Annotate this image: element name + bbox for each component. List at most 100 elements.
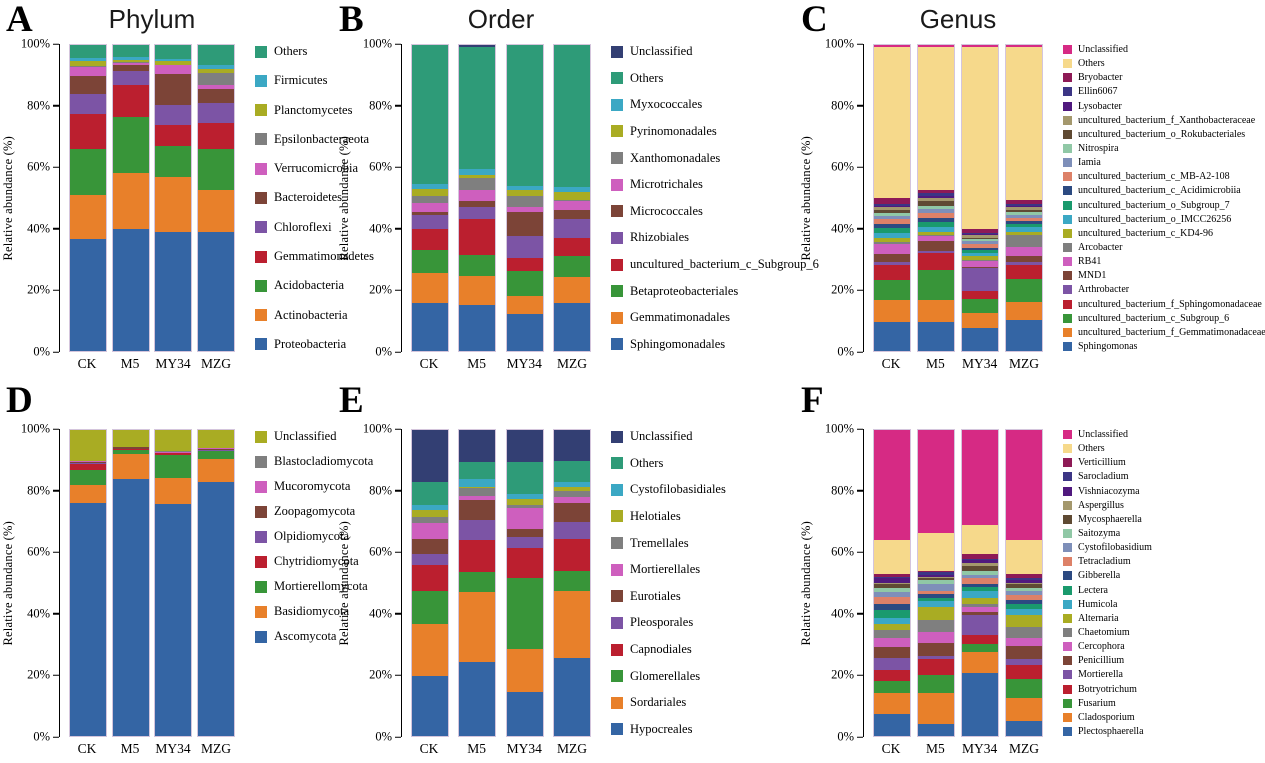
legend-label: Botryotrichum <box>1078 683 1137 695</box>
bar-segment <box>918 631 954 643</box>
bar-segment <box>506 430 543 463</box>
legend-swatch <box>255 191 267 204</box>
y-tick-mark <box>395 104 401 107</box>
y-tick-mark <box>53 489 59 492</box>
bar-segment <box>112 454 149 479</box>
y-tick-label: 60% <box>27 544 50 559</box>
x-tick-label: MZG <box>1008 741 1039 756</box>
bar-segment <box>553 460 590 482</box>
bar-segment <box>1006 587 1042 591</box>
legend-item: Others <box>611 71 795 86</box>
bar-segment <box>1006 584 1042 588</box>
bar-segment <box>1006 720 1042 736</box>
panel-C: C Genus Relative abundance (%) 0% 20% 40% 6… <box>795 0 1265 381</box>
bar-segment <box>874 237 910 243</box>
y-tick-label: 40% <box>369 221 392 236</box>
bar-segment <box>918 674 954 693</box>
legend-swatch <box>255 104 267 117</box>
bar-segment <box>962 607 998 612</box>
bar-segment <box>459 275 496 305</box>
y-tick-mark <box>395 351 401 353</box>
y-tick-label: 60% <box>27 159 50 174</box>
bar-segment <box>1006 278 1042 302</box>
panel-letter: C <box>801 0 828 40</box>
bar-segment <box>874 280 910 301</box>
bar-segment <box>155 451 192 453</box>
legend-label: Arcobacter <box>1078 241 1123 253</box>
bar-segment <box>918 601 954 608</box>
legend-swatch <box>1063 528 1072 538</box>
bar-segment <box>155 65 192 75</box>
bar-segment <box>874 254 910 263</box>
y-tick-label: 60% <box>369 159 392 174</box>
legend-label: Epsilonbacteraeota <box>274 131 370 146</box>
bar-CK <box>873 44 911 352</box>
legend-swatch <box>611 205 623 218</box>
legend-item: Micrococcales <box>611 204 795 219</box>
panel-E: E Relative abundance (%) 0% 20% 40% 60% 80% 1… <box>333 381 795 763</box>
y-tick-label: 0% <box>375 729 392 744</box>
bar-segment <box>918 222 954 227</box>
bar-segment <box>962 235 998 238</box>
legend-swatch <box>611 98 623 111</box>
legend-label: Sphingomonadales <box>630 336 726 351</box>
bar-segment <box>874 714 910 736</box>
bar-segment <box>459 190 496 201</box>
bar-segment <box>1006 207 1042 211</box>
bar-M5 <box>111 44 150 352</box>
bar-segment <box>155 145 192 177</box>
bar-segment <box>155 176 192 232</box>
legend-label: Eurotiales <box>630 588 681 603</box>
legend-label: uncultured_bacterium_c_Subgroup_6 <box>630 257 819 271</box>
legend-item: Others <box>1063 443 1265 454</box>
legend-swatch <box>255 133 267 146</box>
bar-segment <box>874 46 910 198</box>
legend-item: Sphingomonas <box>1063 341 1265 352</box>
legend-label: Sarocladium <box>1078 471 1129 483</box>
legend-swatch <box>1063 158 1072 168</box>
legend-swatch <box>611 338 623 351</box>
legend-item: Bryobacter <box>1063 72 1265 83</box>
legend-item: uncultured_bacterium_c_Subgroup_6 <box>1063 313 1265 324</box>
y-axis-label: Relative abundance (%) <box>0 520 15 646</box>
legend-item: Aspergillus <box>1063 500 1265 511</box>
x-tick-label: CK <box>77 356 97 371</box>
legend-label: Humicola <box>1078 598 1118 610</box>
legend-swatch <box>255 630 267 643</box>
legend-item: Others <box>611 456 795 471</box>
bar-segment <box>874 624 910 631</box>
bar-segment <box>412 482 448 505</box>
panel-title: Genus <box>919 4 997 34</box>
y-tick-label: 80% <box>831 483 854 498</box>
bar-segment <box>918 45 954 47</box>
legend-item: Unclassified <box>611 429 795 444</box>
bar-segment <box>459 168 496 176</box>
bar-segment <box>918 692 954 724</box>
legend-label: Rhizobiales <box>630 230 690 245</box>
y-tick-label: 80% <box>27 483 50 498</box>
legend-label: Others <box>1078 58 1105 70</box>
bar-segment <box>962 266 998 269</box>
legend: Unclassified Others Bryobacter Ellin6067 Lys… <box>1063 44 1265 352</box>
legend-item: Mortierella <box>1063 669 1265 680</box>
legend-label: uncultured_bacterium_c_MB-A2-108 <box>1078 171 1230 183</box>
bar-segment <box>962 241 998 244</box>
legend-item: uncultured_bacterium_f_Sphingomonadaceae <box>1063 299 1265 310</box>
bar-segment <box>506 196 543 208</box>
legend-swatch <box>611 670 623 683</box>
legend-swatch <box>1063 599 1072 609</box>
x-tick-label: MY34 <box>506 356 542 371</box>
legend-label: Plectosphaerella <box>1078 725 1144 737</box>
legend-swatch <box>611 537 623 549</box>
bar-segment <box>874 592 910 597</box>
legend-label: Ellin6067 <box>1078 86 1118 98</box>
bar-segment <box>874 670 910 681</box>
bar-segment <box>112 449 149 450</box>
bar-segment <box>197 72 234 85</box>
bar-segment <box>197 45 234 65</box>
bar-segment <box>553 256 590 278</box>
legend-item: Mortierellomycota <box>255 579 368 594</box>
bar-segment <box>918 300 954 322</box>
panel-letter: D <box>6 380 33 421</box>
bar-CK <box>69 429 107 737</box>
